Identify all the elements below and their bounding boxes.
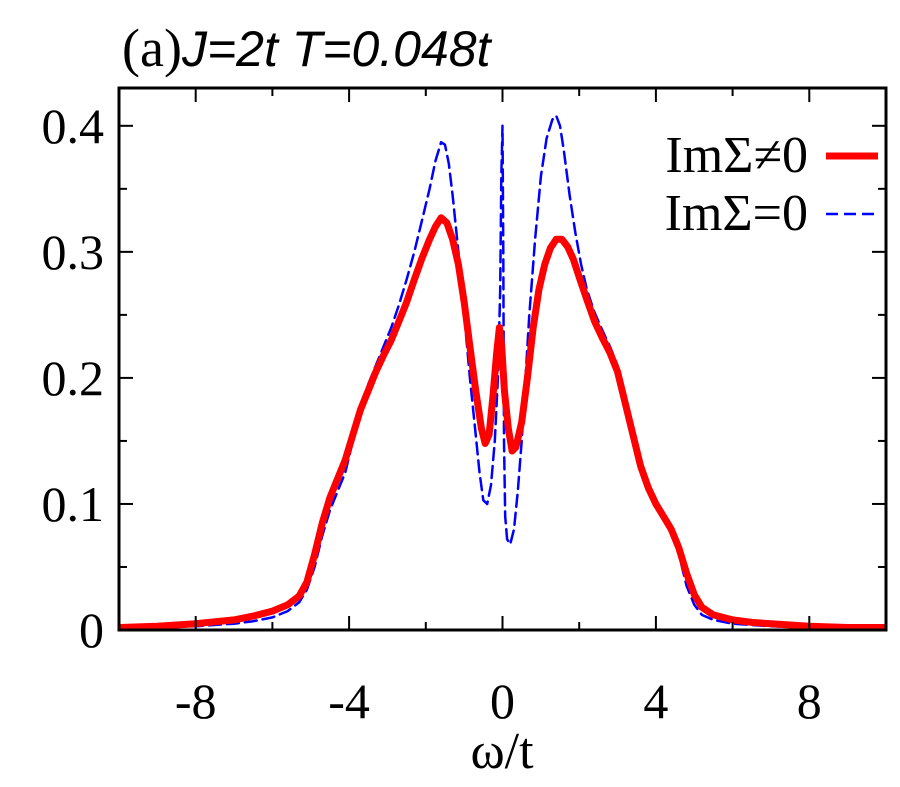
y-tick-label: 0.4 bbox=[42, 98, 105, 154]
x-tick-label: 4 bbox=[643, 673, 668, 729]
y-tick-label: 0 bbox=[79, 602, 104, 658]
series-layer bbox=[119, 114, 886, 630]
x-tick-label: 8 bbox=[797, 673, 822, 729]
chart-title-main: J=2t T=0.048t bbox=[181, 21, 493, 77]
chart-title-prefix: (a) bbox=[122, 18, 182, 78]
legend-label-1: ImΣ≠0 bbox=[665, 127, 808, 184]
series-line-1 bbox=[119, 214, 886, 630]
x-tick-label: -8 bbox=[175, 673, 217, 729]
y-tick-label: 0.2 bbox=[42, 350, 105, 406]
chart-title: (a)J=2t T=0.048t bbox=[122, 18, 493, 78]
x-tick-label: -4 bbox=[328, 673, 370, 729]
y-tick-label: 0.1 bbox=[42, 476, 105, 532]
x-tick-label: 0 bbox=[490, 673, 515, 729]
x-axis-label: ω/t bbox=[470, 723, 534, 780]
y-tick-label: 0.3 bbox=[42, 224, 105, 280]
axes-layer: -8 -4 0 4 8 0 0.1 0.2 0.3 0.4 bbox=[42, 86, 888, 729]
legend-label-2: ImΣ=0 bbox=[665, 185, 808, 242]
